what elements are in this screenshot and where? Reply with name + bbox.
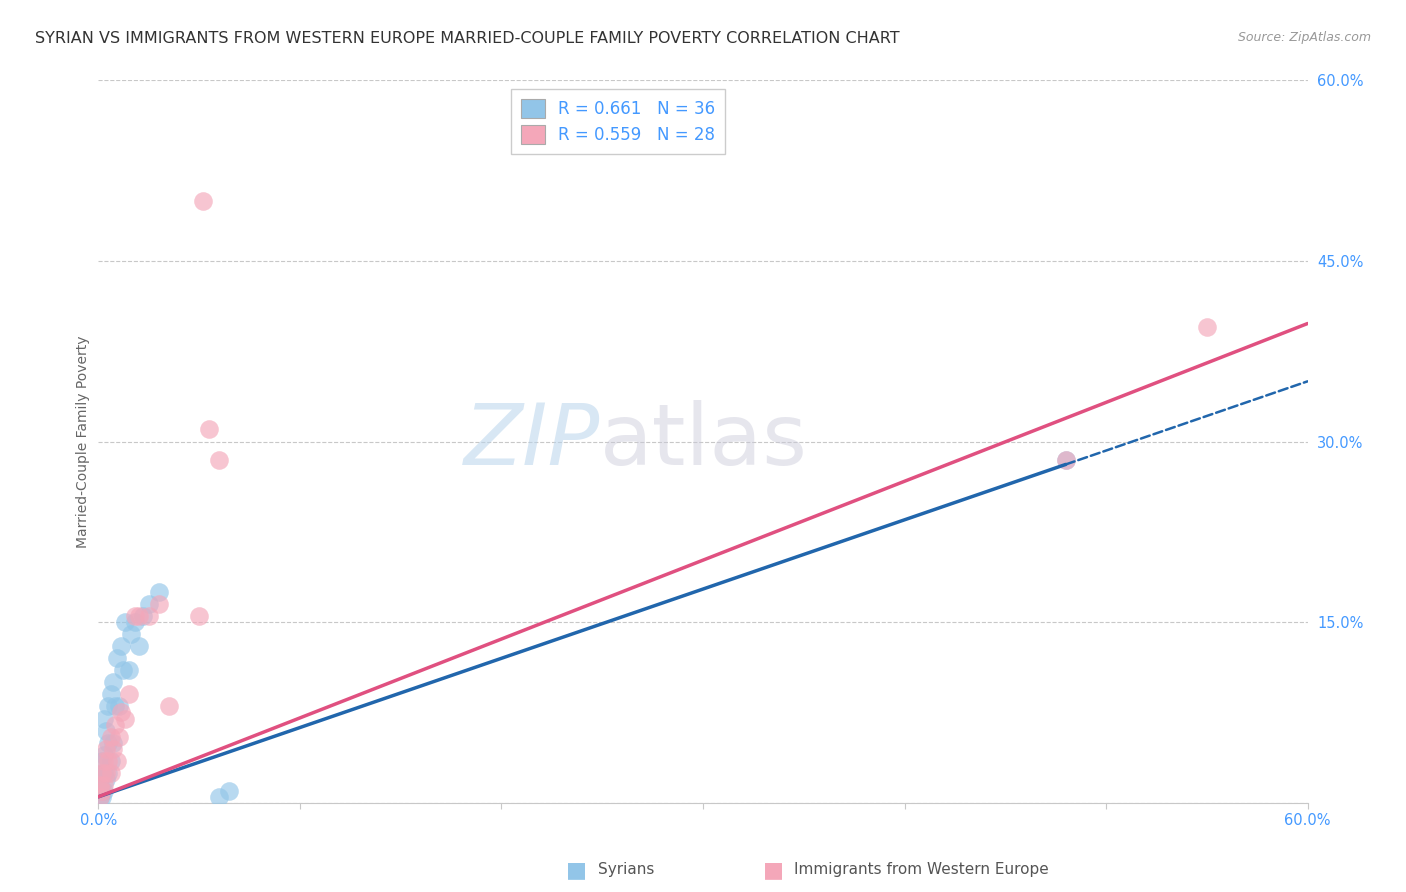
Point	[107, 730, 129, 744]
Point	[198, 422, 221, 436]
Point	[188, 609, 211, 624]
Point	[124, 609, 146, 624]
Point	[110, 706, 132, 720]
Point	[89, 784, 111, 798]
Point	[89, 772, 111, 786]
Text: Syrians: Syrians	[598, 863, 654, 877]
Point	[103, 717, 125, 731]
Point	[91, 784, 114, 798]
Text: Immigrants from Western Europe: Immigrants from Western Europe	[794, 863, 1049, 877]
Point	[148, 597, 170, 611]
Point	[100, 765, 122, 780]
Point	[97, 754, 120, 768]
Point	[96, 765, 118, 780]
Text: ZIP: ZIP	[464, 400, 600, 483]
Point	[148, 585, 170, 599]
Point	[101, 675, 124, 690]
Point	[93, 712, 115, 726]
Point	[1054, 452, 1077, 467]
Point	[138, 609, 160, 624]
Text: ■: ■	[567, 860, 586, 880]
Point	[218, 784, 240, 798]
Point	[89, 778, 111, 792]
Point	[91, 784, 114, 798]
Point	[91, 789, 114, 804]
Point	[101, 735, 124, 749]
Point	[100, 687, 122, 701]
Point	[97, 735, 120, 749]
Point	[208, 789, 231, 804]
Point	[97, 699, 120, 714]
Point	[128, 639, 150, 653]
Point	[96, 723, 118, 738]
Point	[128, 609, 150, 624]
Text: ■: ■	[763, 860, 783, 880]
Point	[132, 609, 155, 624]
Point	[93, 784, 115, 798]
Point	[103, 699, 125, 714]
Point	[96, 772, 118, 786]
Point	[93, 747, 115, 762]
Point	[193, 194, 215, 208]
Point	[157, 699, 180, 714]
Point	[101, 741, 124, 756]
Point	[114, 712, 136, 726]
Point	[111, 664, 134, 678]
Point	[91, 765, 114, 780]
Point	[93, 765, 115, 780]
Point	[97, 765, 120, 780]
Point	[105, 754, 128, 768]
Point	[208, 452, 231, 467]
Point	[118, 664, 141, 678]
Point	[120, 627, 142, 641]
Point	[89, 789, 111, 804]
Point	[91, 754, 114, 768]
Point	[110, 639, 132, 653]
Point	[91, 765, 114, 780]
Point	[124, 615, 146, 630]
Point	[114, 615, 136, 630]
Point	[105, 651, 128, 665]
Point	[89, 789, 111, 804]
Text: SYRIAN VS IMMIGRANTS FROM WESTERN EUROPE MARRIED-COUPLE FAMILY POVERTY CORRELATI: SYRIAN VS IMMIGRANTS FROM WESTERN EUROPE…	[35, 31, 900, 46]
Text: Source: ZipAtlas.com: Source: ZipAtlas.com	[1237, 31, 1371, 45]
Legend: R = 0.661   N = 36, R = 0.559   N = 28: R = 0.661 N = 36, R = 0.559 N = 28	[512, 88, 725, 153]
Point	[93, 778, 115, 792]
Point	[96, 741, 118, 756]
Y-axis label: Married-Couple Family Poverty: Married-Couple Family Poverty	[76, 335, 90, 548]
Point	[1195, 320, 1218, 334]
Point	[1054, 452, 1077, 467]
Text: atlas: atlas	[600, 400, 808, 483]
Point	[118, 687, 141, 701]
Point	[107, 699, 129, 714]
Point	[100, 754, 122, 768]
Point	[100, 730, 122, 744]
Point	[93, 754, 115, 768]
Point	[138, 597, 160, 611]
